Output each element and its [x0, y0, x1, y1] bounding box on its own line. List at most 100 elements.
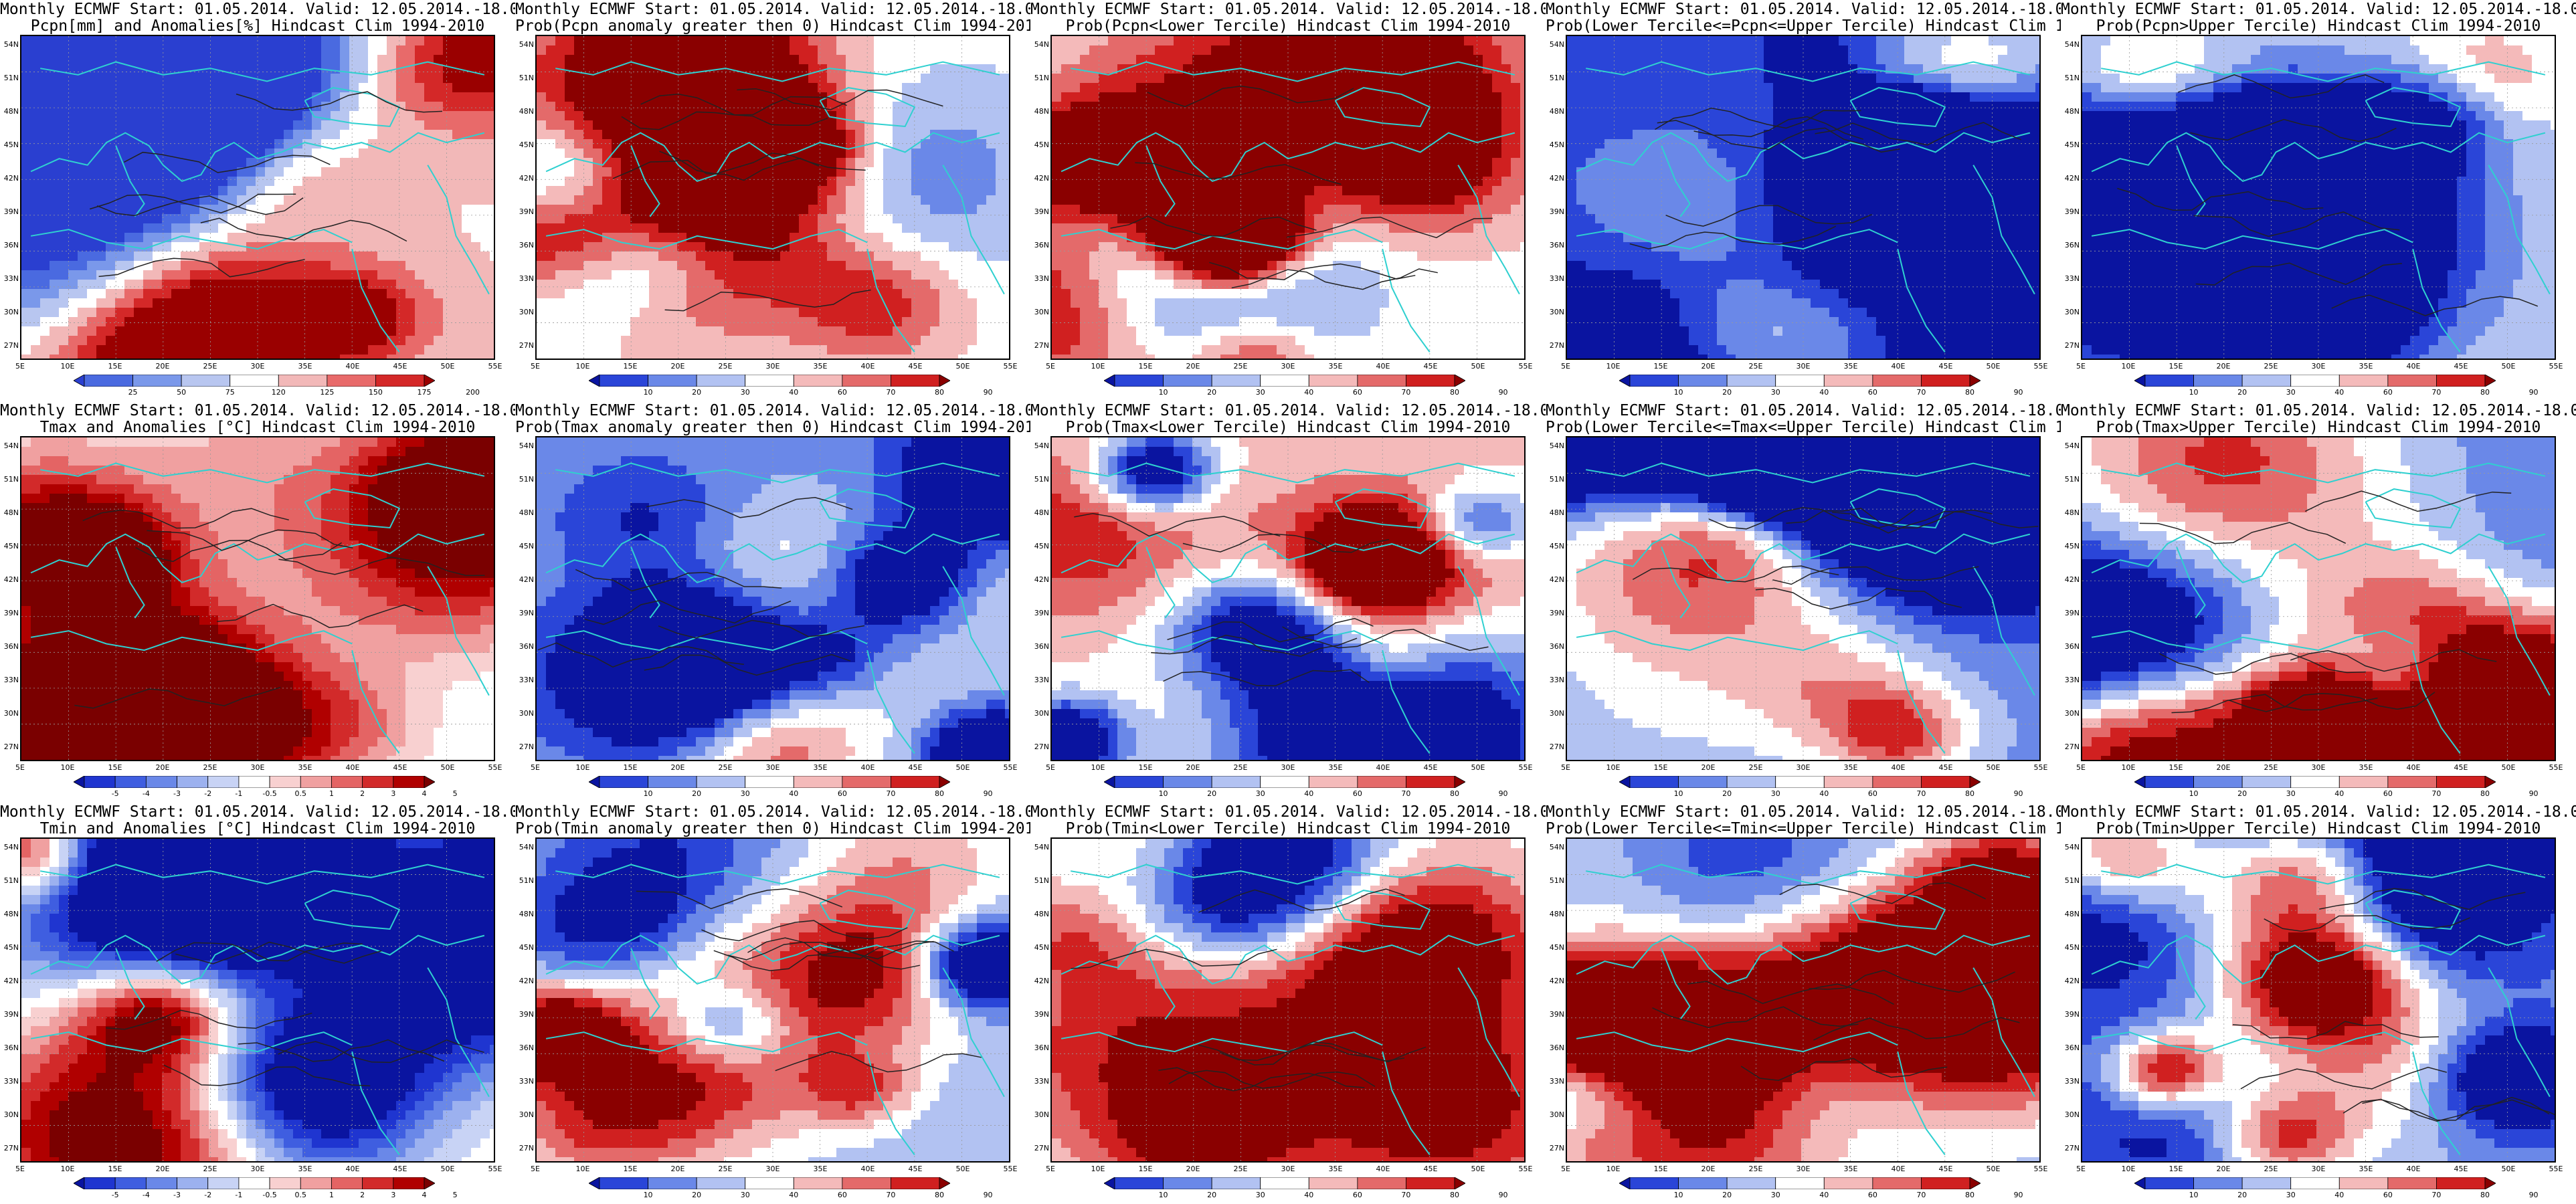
lon-tick-label: 55E	[1519, 763, 1533, 772]
lon-tick-label: 25E	[1749, 763, 1763, 772]
lon-tick-label: 35E	[814, 362, 828, 371]
colorbar-label: -5	[112, 1191, 119, 1199]
lon-tick-label: 30E	[766, 362, 780, 371]
colorbar-labels: 10 20 30 40 60 70 80 90	[1104, 1191, 1508, 1200]
colorbar-label: 20	[2237, 789, 2247, 798]
colorbar-label: 120	[272, 388, 286, 397]
lat-tick-label: 54N	[1030, 441, 1049, 450]
colorbar-label: 90	[2014, 388, 2023, 397]
colorbar-label: 90	[2529, 388, 2539, 397]
map-panel: Monthly ECMWF Start: 01.05.2014. Valid: …	[1546, 803, 2061, 1204]
lat-tick-label: 33N	[515, 1077, 534, 1086]
colorbar-label: 30	[1771, 789, 1780, 798]
colorbar-label: 80	[2480, 388, 2490, 397]
lat-tick-label: 54N	[0, 40, 19, 49]
panel-title-line2: Prob(Pcpn anomaly greater then 0) Hindca…	[515, 18, 1030, 34]
panel-title-line2: Prob(Tmax anomaly greater then 0) Hindca…	[515, 419, 1030, 435]
lat-tick-label: 42N	[2061, 575, 2080, 584]
colorbar-label: 40	[1304, 1191, 1313, 1199]
lon-tick-label: 40E	[2407, 763, 2421, 772]
lat-tick-label: 33N	[1030, 274, 1049, 283]
lon-tick-label: 25E	[719, 362, 733, 371]
lat-tick-label: 54N	[1030, 843, 1049, 851]
lon-tick-label: 5E	[1561, 1165, 1570, 1173]
lon-tick-label: 30E	[1281, 763, 1295, 772]
map-field	[21, 437, 494, 760]
lon-tick-label: 10E	[61, 763, 75, 772]
lon-tick-label: 25E	[203, 362, 217, 371]
lon-tick-label: 35E	[1329, 362, 1343, 371]
lon-tick-label: 20E	[1186, 362, 1200, 371]
colorbar-label: 70	[886, 388, 895, 397]
lon-tick-label: 25E	[2264, 1165, 2278, 1173]
colorbar	[74, 1177, 435, 1189]
colorbar	[1104, 776, 1465, 788]
panel-title-line2: Pcpn[mm] and Anomalies[%] Hindcast Clim …	[0, 18, 515, 34]
lat-tick-label: 45N	[0, 140, 19, 149]
lon-tick-label: 10E	[576, 763, 590, 772]
colorbar-labels: 10 20 30 40 60 70 80 90	[1619, 789, 2023, 799]
lon-tick-label: 50E	[1987, 1165, 2001, 1173]
colorbar-label: 30	[1256, 1191, 1265, 1199]
lon-tick-label: 45E	[909, 362, 923, 371]
lon-tick-label: 40E	[1376, 362, 1390, 371]
lon-tick-label: 45E	[1424, 763, 1438, 772]
lat-tick-label: 27N	[515, 1144, 534, 1152]
lat-tick-label: 42N	[1030, 575, 1049, 584]
panel-title-line2: Prob(Pcpn<Lower Tercile) Hindcast Clim 1…	[1030, 18, 1546, 34]
colorbar-label: -0.5	[262, 789, 276, 798]
lon-tick-label: 40E	[1892, 763, 1906, 772]
lon-tick-label: 20E	[1701, 1165, 1716, 1173]
lat-tick-label: 36N	[0, 241, 19, 249]
map-field	[1567, 36, 2039, 359]
map-panel: Monthly ECMWF Start: 01.05.2014. Valid: …	[1030, 803, 1546, 1204]
lon-tick-label: 25E	[2264, 763, 2278, 772]
colorbar	[2134, 776, 2496, 788]
lat-tick-label: 42N	[515, 174, 534, 183]
lat-tick-label: 30N	[515, 709, 534, 718]
colorbar-swatches	[2134, 375, 2496, 387]
lat-tick-label: 45N	[515, 943, 534, 952]
colorbar	[589, 1177, 950, 1189]
map-panel: Monthly ECMWF Start: 01.05.2014. Valid: …	[2061, 0, 2576, 401]
colorbar-label: 60	[2383, 1191, 2393, 1199]
lon-tick-label: 20E	[671, 1165, 685, 1173]
colorbar-swatches	[1104, 776, 1465, 788]
lat-tick-label: 48N	[0, 107, 19, 116]
colorbar	[589, 375, 950, 387]
colorbar-label: 20	[1207, 1191, 1216, 1199]
map-field	[537, 839, 1009, 1161]
colorbar-label: 75	[225, 388, 235, 397]
colorbar-label: 10	[644, 388, 653, 397]
lat-tick-label: 42N	[0, 174, 19, 183]
lat-tick-label: 54N	[0, 441, 19, 450]
map-field	[1567, 437, 2039, 760]
lat-tick-label: 42N	[2061, 977, 2080, 985]
lon-tick-label: 5E	[15, 362, 25, 371]
colorbar-label: 60	[838, 789, 847, 798]
lon-tick-label: 50E	[956, 1165, 970, 1173]
colorbar-labels: 10 20 30 40 60 70 80 90	[1619, 1191, 2023, 1200]
shaded-map	[1566, 837, 2041, 1163]
colorbar-label: -2	[204, 789, 211, 798]
colorbar-label: 40	[2334, 789, 2344, 798]
colorbar-label: 200	[466, 388, 480, 397]
colorbar-label: 40	[1304, 388, 1313, 397]
colorbar-label: 90	[984, 388, 993, 397]
colorbar-label: 80	[1450, 789, 1459, 798]
colorbar-label: 10	[1674, 789, 1683, 798]
lat-tick-label: 39N	[515, 207, 534, 216]
colorbar-label: 80	[935, 789, 944, 798]
colorbar-labels: 10 20 30 40 60 70 80 90	[2134, 1191, 2539, 1200]
lat-tick-label: 42N	[1546, 174, 1564, 183]
lon-tick-label: 50E	[441, 1165, 455, 1173]
panel-title-line2: Prob(Tmin>Upper Tercile) Hindcast Clim 1…	[2061, 821, 2576, 837]
lat-tick-label: 42N	[515, 575, 534, 584]
lon-tick-label: 5E	[1046, 1165, 1055, 1173]
shaded-map	[535, 436, 1010, 761]
lon-tick-label: 15E	[108, 362, 122, 371]
lon-tick-label: 30E	[251, 1165, 265, 1173]
shaded-map	[1050, 436, 1526, 761]
colorbar-swatches	[2134, 1177, 2496, 1189]
lat-tick-label: 33N	[1030, 1077, 1049, 1086]
